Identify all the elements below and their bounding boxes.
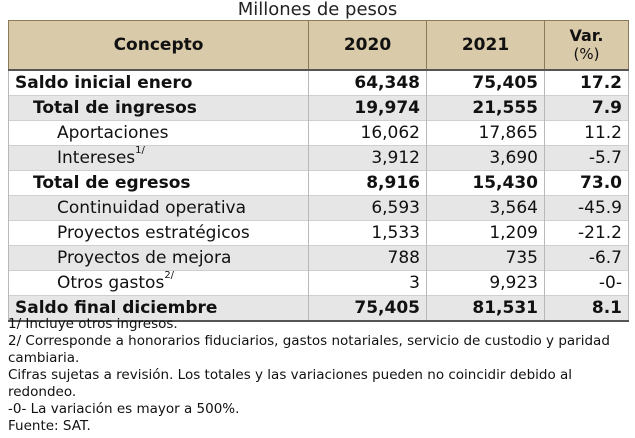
value-2020: 19,974 bbox=[308, 95, 427, 121]
note-source: Fuente: SAT. bbox=[8, 418, 91, 434]
value-2021: 3,690 bbox=[426, 145, 545, 171]
row-label: Intereses bbox=[57, 148, 136, 168]
value-2020: 75,405 bbox=[308, 295, 427, 321]
value-2020: 6,593 bbox=[308, 195, 427, 221]
table-row: Continuidad operativa 6,593 3,564 -45.9 bbox=[8, 195, 629, 221]
value-variation: 8.1 bbox=[544, 295, 629, 321]
table-row: Proyectos de mejora 788 735 -6.7 bbox=[8, 245, 629, 271]
footnote-marker: 2/ bbox=[164, 270, 175, 281]
value-2020: 64,348 bbox=[308, 69, 427, 96]
row-label: Continuidad operativa bbox=[8, 195, 309, 221]
row-label: Saldo inicial enero bbox=[8, 69, 309, 96]
table-row: Total de ingresos 19,974 21,555 7.9 bbox=[8, 95, 629, 121]
value-2021: 81,531 bbox=[426, 295, 545, 321]
value-2021: 1,209 bbox=[426, 220, 545, 246]
value-variation: 73.0 bbox=[544, 170, 629, 196]
row-label: Proyectos de mejora bbox=[8, 245, 309, 271]
value-variation: 7.9 bbox=[544, 95, 629, 121]
row-label: Otros gastos bbox=[57, 273, 165, 293]
header-row: Concepto 2020 2021 Var. (%) bbox=[8, 20, 629, 71]
value-2021: 17,865 bbox=[426, 120, 545, 146]
value-variation: -0- bbox=[544, 270, 629, 296]
note-revision: Cifras sujetas a revisión. Los totales y… bbox=[8, 367, 573, 400]
row-label-cell: Otros gastos2/ bbox=[8, 270, 309, 296]
value-2021: 735 bbox=[426, 245, 545, 271]
header-2021: 2021 bbox=[426, 20, 545, 71]
footnote-marker: 1/ bbox=[135, 145, 145, 156]
row-label: Total de egresos bbox=[8, 170, 309, 196]
value-2021: 9,923 bbox=[426, 270, 545, 296]
value-variation: 11.2 bbox=[544, 120, 629, 146]
value-2021: 15,430 bbox=[426, 170, 545, 196]
value-2020: 8,916 bbox=[308, 170, 427, 196]
value-variation: -6.7 bbox=[544, 245, 629, 271]
header-concept: Concepto bbox=[8, 20, 309, 71]
table-row: Intereses1/ 3,912 3,690 -5.7 bbox=[8, 145, 629, 171]
value-variation: 17.2 bbox=[544, 69, 629, 96]
table-row: Aportaciones 16,062 17,865 11.2 bbox=[8, 120, 629, 146]
value-2020: 3,912 bbox=[308, 145, 427, 171]
row-label: Aportaciones bbox=[8, 120, 309, 146]
footnote-1: 1/ Incluye otros ingresos. bbox=[8, 316, 178, 332]
value-2020: 1,533 bbox=[308, 220, 427, 246]
row-label-cell: Intereses1/ bbox=[8, 145, 309, 171]
value-variation: -45.9 bbox=[544, 195, 629, 221]
value-2021: 75,405 bbox=[426, 69, 545, 96]
header-2020: 2020 bbox=[308, 20, 427, 71]
header-variation-unit: (%) bbox=[573, 45, 600, 63]
header-variation-label: Var. bbox=[569, 26, 604, 45]
footnotes: 1/ Incluye otros ingresos. 2/ Correspond… bbox=[8, 316, 612, 435]
financial-table: Concepto 2020 2021 Var. (%) Saldo inicia… bbox=[8, 20, 629, 322]
table-row: Proyectos estratégicos 1,533 1,209 -21.2 bbox=[8, 220, 629, 246]
table-subtitle: Millones de pesos bbox=[237, 0, 398, 20]
row-label: Saldo final diciembre bbox=[8, 295, 309, 321]
value-2021: 21,555 bbox=[426, 95, 545, 121]
note-variation: -0- La variación es mayor a 500%. bbox=[8, 401, 240, 417]
value-2020: 16,062 bbox=[308, 120, 427, 146]
value-variation: -5.7 bbox=[544, 145, 629, 171]
table-row: Otros gastos2/ 3 9,923 -0- bbox=[8, 270, 629, 296]
footnote-2: 2/ Corresponde a honorarios fiduciarios,… bbox=[8, 333, 610, 366]
table-row: Saldo inicial enero 64,348 75,405 17.2 bbox=[8, 69, 629, 96]
header-variation: Var. (%) bbox=[544, 20, 629, 71]
value-variation: -21.2 bbox=[544, 220, 629, 246]
table-row: Saldo final diciembre 75,405 81,531 8.1 bbox=[8, 295, 629, 321]
value-2020: 788 bbox=[308, 245, 427, 271]
table-row: Total de egresos 8,916 15,430 73.0 bbox=[8, 170, 629, 196]
row-label: Total de ingresos bbox=[8, 95, 309, 121]
value-2021: 3,564 bbox=[426, 195, 545, 221]
value-2020: 3 bbox=[308, 270, 427, 296]
row-label: Proyectos estratégicos bbox=[8, 220, 309, 246]
